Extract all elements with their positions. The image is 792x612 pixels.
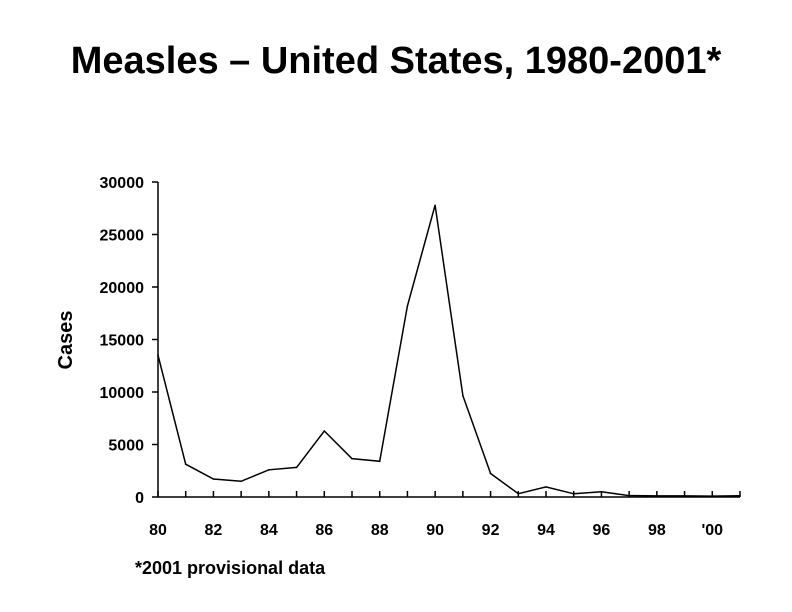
- data-point: [268, 469, 270, 471]
- data-point: [351, 457, 353, 460]
- data-point: [628, 494, 630, 497]
- y-axis-ticks: 0 5000 10000 15000 20000 25000 30000: [100, 175, 158, 507]
- data-point: [739, 494, 741, 497]
- x-tick-label: 84: [260, 522, 278, 539]
- x-tick-label: 90: [426, 522, 444, 539]
- data-point: [600, 490, 603, 493]
- data-point: [212, 478, 215, 480]
- data-point: [656, 495, 658, 497]
- y-tick-label: 0: [135, 490, 144, 507]
- x-tick-label: 96: [593, 522, 611, 539]
- x-tick-label: 86: [315, 522, 333, 539]
- data-point: [683, 495, 686, 497]
- y-tick-label: 15000: [100, 333, 145, 350]
- y-tick-label: 5000: [108, 438, 144, 455]
- y-tick-label: 10000: [100, 385, 145, 402]
- y-tick-label: 30000: [100, 175, 145, 192]
- data-point: [517, 492, 520, 495]
- y-tick-label: 20000: [100, 280, 145, 297]
- data-point: [489, 472, 492, 475]
- data-point: [406, 305, 409, 307]
- series-line: [157, 205, 741, 497]
- footnote: *2001 provisional data: [135, 558, 326, 578]
- y-axis-label: Cases: [55, 311, 77, 370]
- data-point: [462, 394, 464, 397]
- x-tick-label: 88: [371, 522, 389, 539]
- axes: [157, 182, 740, 498]
- x-tick-label: 92: [482, 522, 500, 539]
- data-point: [711, 495, 714, 497]
- data-point: [184, 463, 187, 465]
- x-tick-label: 98: [648, 522, 666, 539]
- data-point: [295, 466, 298, 469]
- x-tick-label: 94: [537, 522, 555, 539]
- chart-title: Measles – United States, 1980-2001*: [70, 40, 722, 82]
- data-point: [434, 204, 436, 207]
- data-point: [323, 430, 326, 432]
- data-point: [545, 486, 547, 488]
- y-tick-label: 25000: [100, 228, 145, 245]
- x-axis-ticks: 80 82 84 86 88 90 92 94 96 98 '00: [149, 491, 741, 539]
- x-tick-label: 82: [205, 522, 223, 539]
- data-point: [572, 492, 575, 495]
- x-tick-label: 80: [149, 522, 167, 539]
- x-tick-label: '00: [701, 522, 723, 539]
- data-point: [157, 354, 159, 356]
- data-point: [240, 480, 242, 483]
- data-point: [378, 460, 381, 463]
- series-layer: [157, 204, 741, 497]
